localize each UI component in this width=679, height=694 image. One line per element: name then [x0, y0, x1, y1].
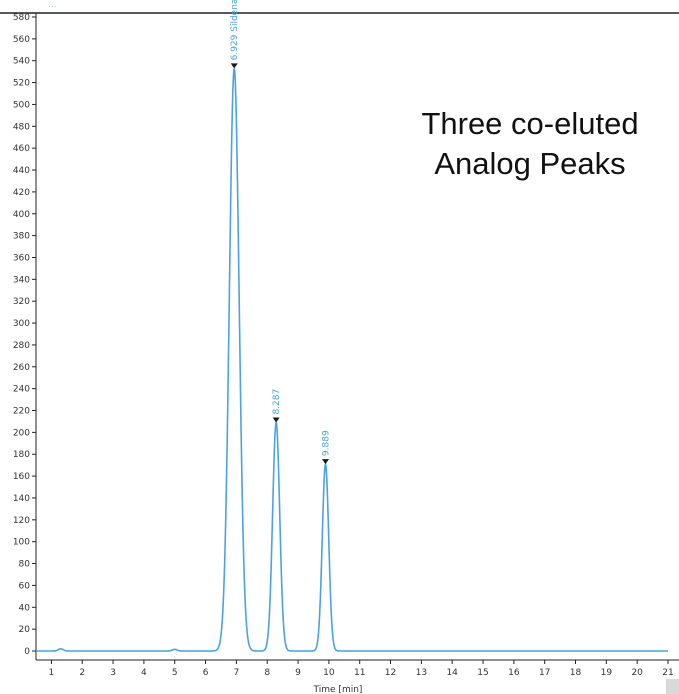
y-tick-label: 40: [19, 603, 31, 613]
x-tick-label: 21: [662, 668, 673, 678]
y-tick-label: 560: [13, 35, 30, 45]
x-tick-label: 19: [601, 668, 613, 678]
y-tick-label: 500: [13, 100, 30, 110]
peak-marker-1: [230, 63, 238, 69]
y-tick-label: 520: [13, 79, 30, 89]
y-tick-label: 80: [19, 560, 31, 570]
x-tick-label: 2: [79, 668, 85, 678]
y-tick-label: 360: [13, 253, 30, 263]
y-tick-label: 140: [13, 494, 30, 504]
x-tick-label: 16: [508, 668, 520, 678]
y-tick-label: 280: [13, 341, 30, 351]
y-tick-label: 460: [13, 144, 30, 154]
peak-marker-2: [272, 417, 280, 423]
y-tick-label: 440: [13, 166, 30, 176]
y-tick-label: 100: [13, 538, 30, 548]
y-tick-label: 240: [13, 385, 30, 395]
chart-header-text: ...: [48, 0, 57, 10]
y-axis-ticks: 0 20 40 60 80 100 120 140 160 180 200 220 240 260 280 3…: [13, 13, 36, 657]
y-tick-label: 340: [13, 275, 30, 285]
y-tick-label: 0: [24, 647, 30, 657]
chromatogram-trace: [36, 68, 668, 652]
x-tick-label: 17: [539, 668, 550, 678]
x-tick-label: 8: [264, 668, 270, 678]
y-tick-label: 300: [13, 319, 30, 329]
peak-label-1: 6.929 Sildenafil: [230, 0, 240, 60]
y-tick-label: 120: [13, 516, 30, 526]
x-tick-label: 12: [385, 668, 396, 678]
y-tick-label: 380: [13, 232, 30, 242]
x-tick-label: 6: [203, 668, 209, 678]
x-tick-label: 7: [234, 668, 240, 678]
x-axis-ticks: 1 2 3 4 5 6 7 8 9 10 11 12 13 14 15 16 17 18 19 20 21: [49, 660, 674, 678]
annotation-text: Three co-eluted Analog Peaks: [380, 104, 679, 184]
x-tick-label: 10: [323, 668, 335, 678]
peak-marker-3: [321, 459, 329, 465]
y-tick-label: 540: [13, 57, 30, 67]
y-tick-label: 260: [13, 363, 30, 373]
y-tick-label: 20: [19, 625, 31, 635]
x-tick-label: 3: [110, 668, 116, 678]
y-tick-label: 220: [13, 407, 30, 417]
x-tick-label: 1: [49, 668, 55, 678]
x-axis-title: Time [min]: [313, 685, 363, 694]
x-tick-label: 13: [416, 668, 427, 678]
x-tick-label: 5: [172, 668, 178, 678]
y-tick-label: 420: [13, 188, 30, 198]
y-tick-label: 180: [13, 450, 30, 460]
y-tick-label: 320: [13, 297, 30, 307]
y-tick-label: 200: [13, 428, 30, 438]
x-tick-label: 15: [477, 668, 488, 678]
y-tick-label: 400: [13, 210, 30, 220]
x-tick-label: 9: [295, 668, 301, 678]
peak-markers: 6.929 Sildenafil 8.287 9.889: [230, 0, 331, 465]
y-tick-label: 580: [13, 13, 30, 23]
corner-scroll-box: [666, 679, 679, 694]
x-tick-label: 14: [446, 668, 458, 678]
x-tick-label: 20: [631, 668, 643, 678]
y-tick-label: 60: [19, 581, 31, 591]
y-tick-label: 160: [13, 472, 30, 482]
x-tick-label: 18: [570, 668, 582, 678]
x-tick-label: 4: [141, 668, 147, 678]
peak-label-2: 8.287: [272, 389, 282, 415]
annotation-line-1: Three co-eluted: [421, 106, 639, 141]
peak-label-3: 9.889: [321, 430, 331, 456]
y-tick-label: 480: [13, 122, 30, 132]
x-tick-label: 11: [354, 668, 365, 678]
annotation-line-2: Analog Peaks: [434, 146, 626, 181]
